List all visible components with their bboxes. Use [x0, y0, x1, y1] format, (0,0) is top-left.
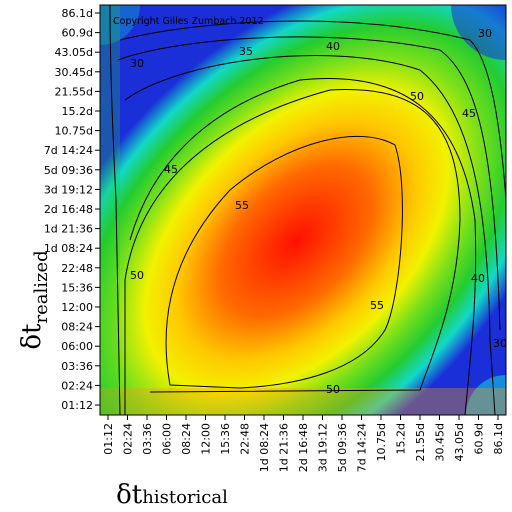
y-tick-label: 22:48: [61, 262, 93, 275]
contour-label-50: 50: [410, 90, 424, 103]
y-tick-label: 3d 19:12: [44, 183, 93, 196]
contour-30-top: [119, 20, 506, 201]
y-tick-label: 1d 08:24: [44, 242, 93, 255]
heatmap-bottom-strip: [100, 388, 506, 415]
heatmap-corner-top-right: [451, 5, 506, 60]
y-tick-label: 10.75d: [55, 125, 93, 138]
x-tick-label: 3d 19:12: [317, 423, 330, 472]
y-tick-label: 60.9d: [62, 27, 93, 40]
contour-label-45: 45: [462, 107, 476, 120]
contour-label-55: 55: [235, 199, 249, 212]
y-axis-subscript: realized: [31, 250, 52, 323]
contour-label-30: 30: [478, 27, 492, 40]
svg-text:δtrealized: δtrealized: [17, 250, 52, 349]
y-tick-label: 7d 14:24: [44, 144, 93, 157]
contour-55: [165, 135, 403, 389]
x-tick-label: 21.55d: [414, 423, 427, 461]
y-tick-label: 01:12: [61, 399, 93, 412]
y-tick-label: 86.1d: [62, 7, 93, 20]
x-tick-label: 5d 09:36: [336, 423, 349, 472]
y-axis-title: δtrealized: [17, 250, 52, 349]
plot-area: 30 30 30 35 40 40 45 45 50 50 50 55 55 Copyright Gil…: [100, 5, 507, 415]
x-tick-label: 02:24: [122, 423, 135, 455]
y-tick-label: 1d 21:36: [44, 223, 93, 236]
x-tick-label: 1d 08:24: [258, 423, 271, 472]
contour-45: [129, 78, 477, 415]
heatmap-left-strip: [100, 5, 120, 415]
y-tick-label: 06:00: [61, 340, 93, 353]
contour-50: [124, 89, 461, 415]
y-tick-label: 30.45d: [55, 66, 93, 79]
heatmap-corner-bottom-right: [466, 375, 506, 415]
y-tick-label: 08:24: [61, 321, 93, 334]
x-tick-label: 12:00: [200, 423, 213, 455]
contour-label-35: 35: [239, 45, 253, 58]
heatmap-gradient: [100, 5, 506, 415]
contour-lines: [109, 5, 506, 415]
y-tick-label: 02:24: [61, 379, 93, 392]
contour-label-30: 30: [493, 337, 507, 350]
y-tick-label: 15:36: [61, 281, 93, 294]
y-axis: 01:12 02:24 03:36 06:00 08:24 12:00 15:36 22:48…: [44, 7, 100, 412]
y-tick-label: 15.2d: [62, 105, 93, 118]
x-tick-label: 30.45d: [434, 423, 447, 461]
contour-label-50: 50: [326, 383, 340, 396]
svg-text:δthistorical: δthistorical: [116, 480, 228, 510]
y-axis-symbol: δt: [17, 323, 47, 350]
contour-35: [117, 36, 501, 331]
x-tick-label: 60.9d: [473, 423, 486, 454]
y-tick-label: 5d 09:36: [44, 164, 93, 177]
x-tick-label: 43.05d: [453, 423, 466, 461]
x-tick-label: 2d 16:48: [297, 423, 310, 472]
contour-label-30: 30: [130, 57, 144, 70]
contour-label-40: 40: [326, 40, 340, 53]
contour-40: [124, 55, 496, 415]
x-tick-label: 08:24: [180, 423, 193, 455]
contour-30: [109, 5, 121, 415]
y-tick-label: 03:36: [61, 360, 93, 373]
x-tick-label: 10.75d: [375, 423, 388, 461]
y-tick-label: 12:00: [61, 301, 93, 314]
y-tick-label: 21.55d: [55, 85, 93, 98]
x-tick-label: 01:12: [102, 423, 115, 455]
x-tick-label: 03:36: [141, 423, 154, 455]
contour-labels: 30 30 30 35 40 40 45 45 50 50 50 55 55: [130, 27, 507, 396]
x-tick-label: 22:48: [239, 423, 252, 455]
y-tick-label: 2d 16:48: [44, 203, 93, 216]
contour-label-45: 45: [164, 163, 178, 176]
x-axis-symbol: δt: [116, 480, 143, 510]
contour-label-50: 50: [130, 269, 144, 282]
x-tick-label: 7d 14:24: [356, 423, 369, 472]
x-tick-label: 1d 21:36: [278, 423, 291, 472]
x-axis-title: δthistorical: [116, 480, 228, 510]
contour-label-40: 40: [471, 272, 485, 285]
x-axis-subscript: historical: [142, 487, 228, 508]
copyright-text: Copyright Gilles Zumbach 2012: [113, 16, 264, 27]
x-axis: 01:12 02:24 03:36 06:00 08:24 12:00 15:36 22:48…: [102, 415, 505, 472]
contour-label-55: 55: [370, 299, 384, 312]
y-tick-label: 43.05d: [55, 46, 93, 59]
x-tick-label: 06:00: [161, 423, 174, 455]
x-tick-label: 15:36: [219, 423, 232, 455]
x-tick-label: 15.2d: [395, 423, 408, 454]
x-tick-label: 86.1d: [492, 423, 505, 454]
